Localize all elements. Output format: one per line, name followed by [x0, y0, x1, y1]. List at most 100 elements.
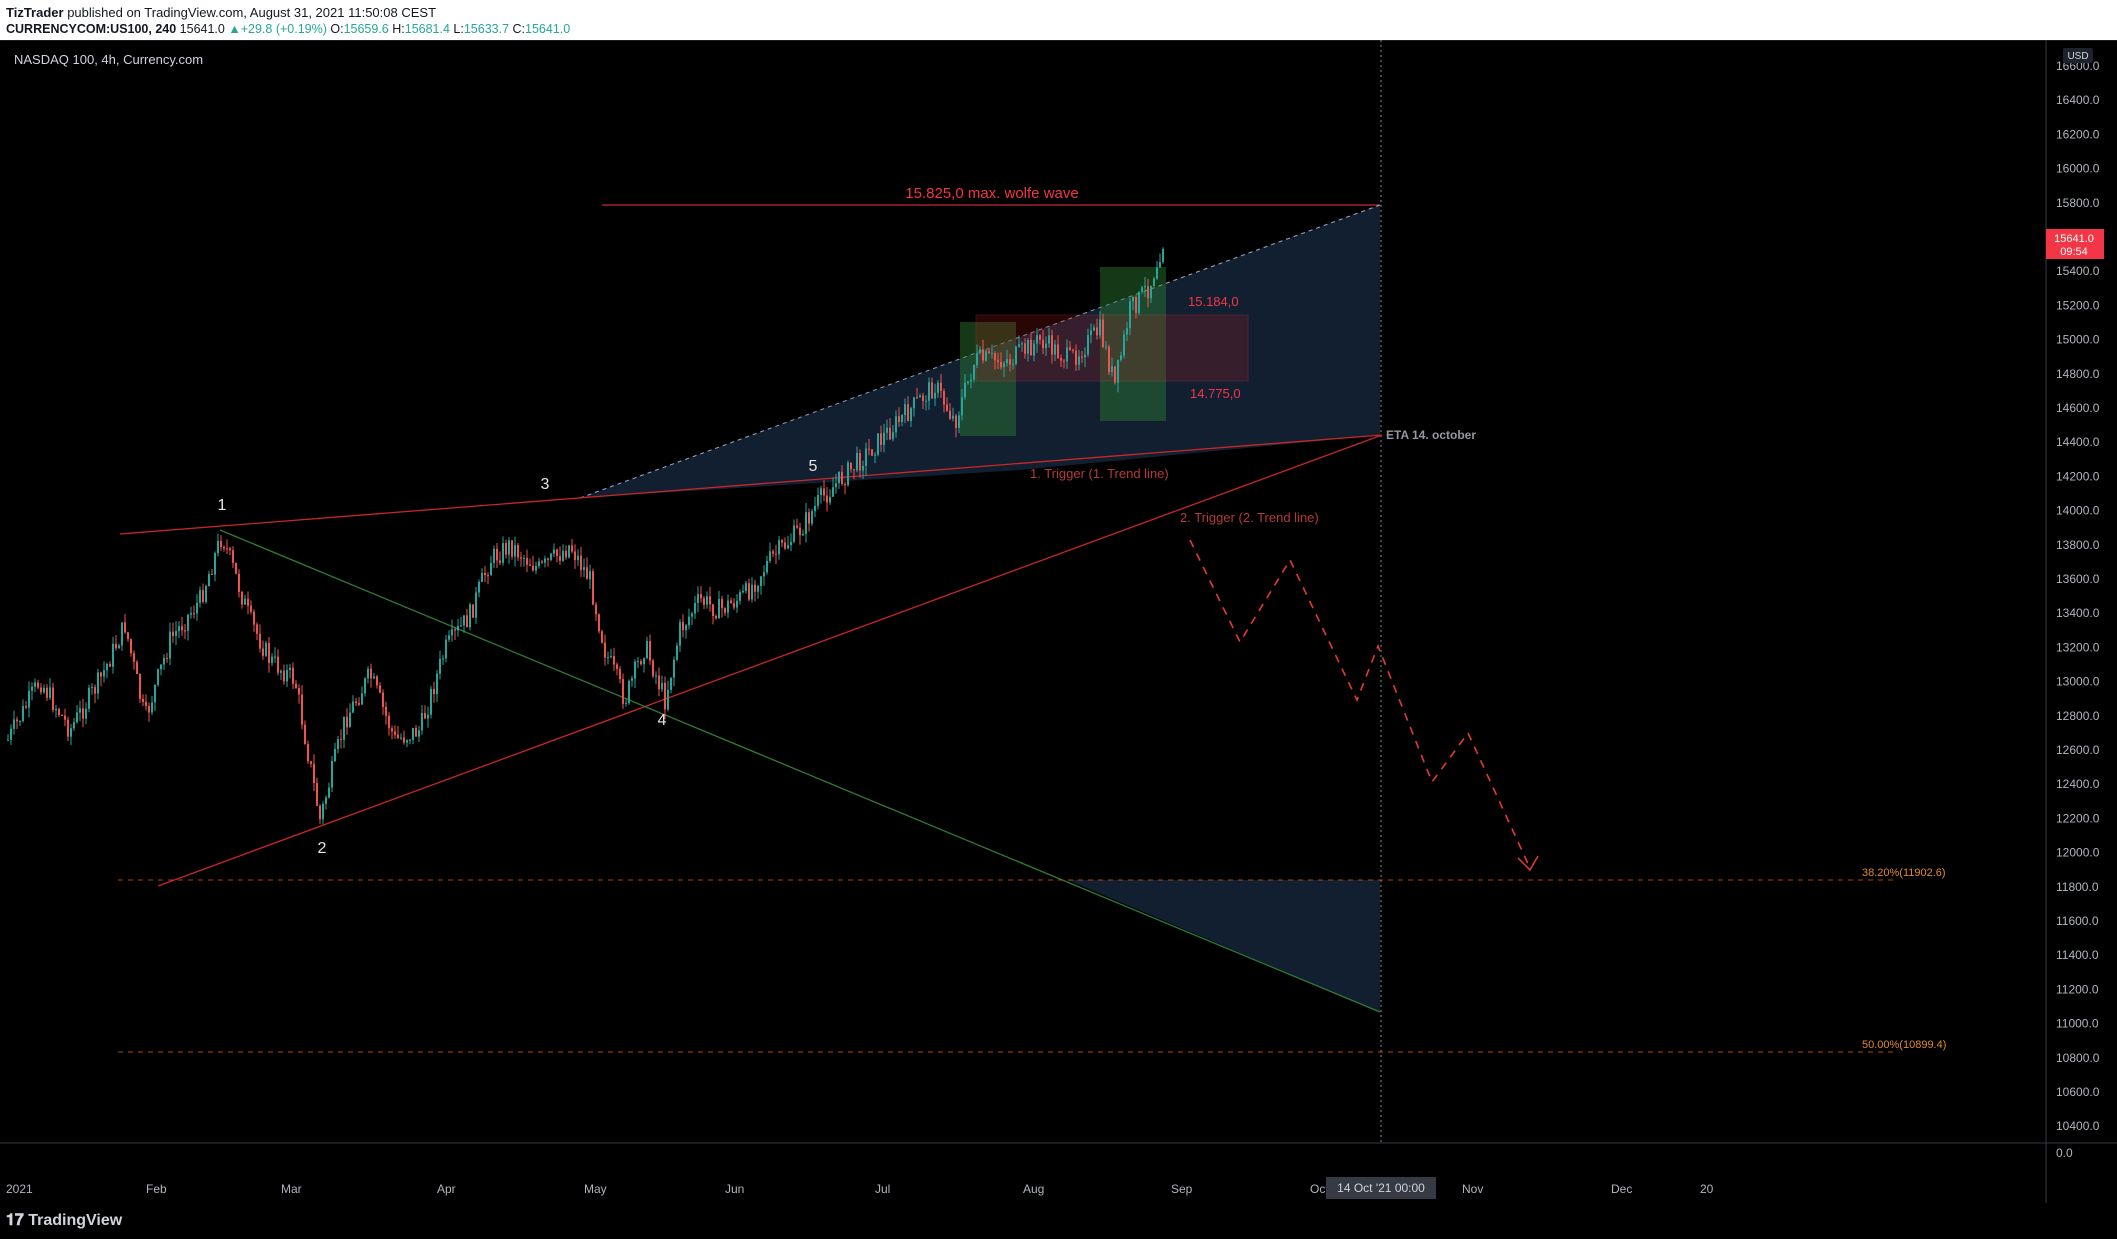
candle-body [61, 715, 63, 717]
trendline-1-4[interactable] [219, 529, 1381, 1013]
candle-body [838, 471, 840, 484]
candle-body [667, 689, 669, 710]
time-tick-label: Feb [146, 1182, 167, 1196]
candle-body [1123, 334, 1125, 356]
green-box-1[interactable] [960, 322, 1016, 436]
candle-body [199, 590, 201, 603]
candle-body [103, 670, 105, 677]
candle-body [67, 719, 69, 737]
candle-body [469, 604, 471, 628]
green-box-2[interactable] [1100, 267, 1166, 421]
price-tick-label: 10400.0 [2056, 1119, 2100, 1133]
candle-body [34, 682, 36, 687]
chart-title: NASDAQ 100, 4h, Currency.com [14, 52, 203, 67]
candle-body [184, 630, 186, 632]
candle-body [250, 605, 252, 612]
candle-body [97, 672, 99, 694]
candle-body [328, 787, 330, 798]
candle-body [256, 624, 258, 634]
price-tick-label: 12800.0 [2056, 709, 2100, 723]
candle-body [136, 661, 138, 675]
candle-body [829, 496, 831, 503]
price-chart[interactable]: NASDAQ 100, 4h, Currency.com 16600.01640… [0, 40, 2117, 1203]
candle-body [529, 564, 531, 566]
candle-body [238, 573, 240, 592]
candle-body [484, 573, 486, 576]
candle-body [958, 415, 960, 428]
candle-body [1153, 278, 1155, 286]
candle-body [934, 392, 936, 399]
candle-body [928, 382, 930, 401]
price-tick-label: 16400.0 [2056, 93, 2100, 107]
candle-body [373, 676, 375, 679]
candle-body [1069, 347, 1071, 350]
candle-body [262, 648, 264, 656]
wave-label-4: 4 [658, 712, 667, 729]
candle-body [859, 453, 861, 471]
candle-body [1006, 359, 1008, 364]
author-name[interactable]: TizTrader [6, 5, 64, 20]
trendline-1-3[interactable] [119, 434, 1383, 535]
candle-body [388, 715, 390, 729]
candle-body [82, 708, 84, 719]
candle-body [631, 678, 633, 681]
candle-body [211, 574, 213, 576]
candle-body [442, 658, 444, 660]
candle-body [673, 659, 675, 678]
time-axis[interactable]: 2021 Feb Mar Apr May Jun Jul Aug Sep Oct Nov Dec 20 [6, 1182, 1714, 1196]
currency-chip[interactable] [2063, 48, 2093, 63]
candle-body [772, 551, 774, 554]
candle-body [904, 404, 906, 416]
candle-body [382, 692, 384, 707]
symbol-ohlc-line: CURRENCYCOM:US100, 240 15641.0 ▲+29.8 (+… [6, 22, 570, 36]
candle-body [919, 395, 921, 398]
candle-body [796, 525, 798, 528]
time-tick-label: Nov [1462, 1182, 1483, 1196]
price-tick-label: 13200.0 [2056, 640, 2100, 654]
candle-body [754, 584, 756, 592]
time-tick-label: May [584, 1182, 607, 1196]
candle-body [307, 744, 309, 762]
candle-body [1126, 328, 1128, 335]
candle-body [148, 705, 150, 713]
price-tick-label: 12600.0 [2056, 743, 2100, 757]
wave-label-2: 2 [318, 840, 327, 857]
candle-body [901, 415, 903, 423]
candle-body [472, 604, 474, 618]
candle-body [178, 626, 180, 632]
price-tick-label: 14000.0 [2056, 504, 2100, 518]
candle-body [343, 716, 345, 740]
candle-body [574, 551, 576, 561]
candle-body [745, 583, 747, 591]
candle-body [295, 683, 297, 689]
candlestick-series[interactable] [7, 247, 1164, 825]
candle-body [640, 661, 642, 665]
close-value: 15641.0 [525, 22, 571, 36]
tradingview-logo[interactable]: 𝟏𝟕 TradingView [6, 1212, 122, 1230]
trendline-2-4[interactable] [157, 434, 1383, 887]
candle-body [961, 397, 963, 416]
candle-body [1099, 319, 1101, 336]
candle-body [1081, 356, 1083, 358]
candle-body [538, 561, 540, 566]
candle-body [493, 548, 495, 563]
candle-body [991, 353, 993, 355]
projected-path[interactable] [1189, 539, 1531, 869]
candle-body [715, 615, 717, 619]
candle-body [415, 728, 417, 737]
candle-body [691, 613, 693, 617]
candle-body [412, 728, 414, 740]
candle-body [727, 600, 729, 613]
candle-body [52, 687, 54, 711]
candle-body [514, 545, 516, 557]
candle-body [718, 598, 720, 619]
candle-body [172, 631, 174, 636]
candle-body [244, 598, 246, 605]
candle-body [400, 737, 402, 739]
candle-body [763, 572, 765, 577]
trigger-1-label: 1. Trigger (1. Trend line) [1030, 466, 1169, 481]
candle-body [466, 615, 468, 628]
candle-body [40, 687, 42, 693]
candle-body [1063, 360, 1065, 362]
open-value: 15659.6 [343, 22, 389, 36]
